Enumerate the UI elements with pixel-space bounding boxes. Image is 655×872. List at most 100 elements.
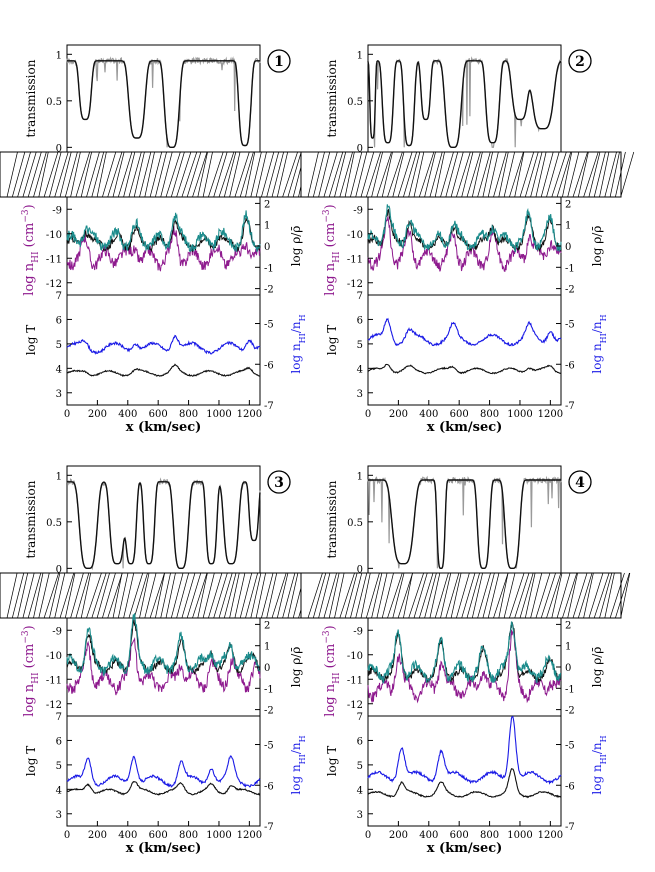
strip-line [276, 151, 289, 198]
temperature-frame [66, 294, 261, 406]
temperature-right-tick-label: -7 [264, 822, 274, 833]
temperature-left-tick-label: 5 [357, 340, 363, 351]
panel-number-circle [267, 49, 291, 73]
strip-line [276, 572, 289, 619]
x-tick-label: 200 [88, 830, 107, 841]
velocity-mapping-strip [0, 572, 330, 619]
strip-line [197, 572, 208, 619]
temperature-right-tick-label: -6 [264, 360, 274, 371]
density-right-tick-label: -1 [264, 684, 274, 695]
strip-line [282, 151, 298, 198]
strip-line [91, 151, 105, 198]
panel-4: 0 0.5 1 transmission 4 -9 -10 -11 -12 2 1 0 -1 -2 log … [300, 465, 631, 856]
ion-fraction-axis-label: log nHI/nH [590, 314, 608, 373]
log-rho-axis-label: log ρ/ρ̄ [590, 647, 604, 688]
x-tick-label: 400 [118, 830, 137, 841]
x-tick-label: 1000 [507, 409, 532, 420]
strip-line [424, 151, 436, 198]
temperature-left-tick-label: 6 [56, 315, 62, 326]
strip-line [339, 572, 355, 619]
strip-line [392, 572, 405, 619]
strip-line [572, 151, 588, 198]
strip-line [245, 572, 258, 619]
strip-line [572, 572, 588, 619]
strip-line [22, 151, 37, 198]
x-tick-label: 200 [389, 409, 408, 420]
x-tick-label: 0 [365, 830, 371, 841]
strip-line [509, 151, 524, 198]
velocity-mapping-strip [300, 572, 631, 619]
panel-2: 0 0.5 1 transmission 2 -9 -10 -11 -12 2 1 0 -1 -2 log … [300, 44, 635, 435]
temperature-right-tick-label: -5 [565, 741, 575, 752]
strip-line [250, 572, 262, 619]
strip-line [445, 572, 460, 619]
strip-line [80, 572, 92, 619]
strip-line [312, 151, 325, 198]
temperature-right-tick-label: -7 [565, 401, 575, 412]
strip-line [328, 572, 340, 619]
strip-line [376, 572, 388, 619]
strip-line [149, 151, 163, 198]
strip-line [487, 572, 500, 619]
transmission-simulated-line [368, 479, 561, 569]
density-left-tick-label: -9 [52, 626, 62, 637]
strip-line [192, 151, 208, 198]
temperature-left-tick-label: 5 [56, 761, 62, 772]
strip-line [49, 151, 62, 198]
temperature-right-tick-label: -5 [565, 320, 575, 331]
transmission-simulated-line [67, 481, 261, 569]
strip-line [86, 572, 102, 619]
transmission-axis-label: transmission [325, 480, 339, 558]
n-hi-line [367, 216, 562, 272]
strip-line [599, 572, 613, 619]
strip-line [139, 572, 150, 619]
strip-line [519, 572, 534, 619]
strip-line [471, 572, 483, 619]
strip-line [261, 572, 274, 619]
log-t-axis-label: log T [325, 746, 339, 777]
strip-line [139, 151, 152, 198]
density-left-tick-label: -12 [46, 700, 62, 711]
temperature-left-tick-label: 4 [357, 364, 363, 375]
strip-line [450, 151, 464, 198]
x-tick-label: 1000 [206, 830, 231, 841]
strip-line [202, 151, 213, 198]
strip-line [424, 572, 437, 619]
temperature-left-tick-label: 4 [56, 785, 62, 796]
strip-line [593, 151, 606, 198]
strip-line [107, 572, 123, 619]
panel-number-label: 3 [274, 475, 284, 491]
strip-line [218, 572, 233, 619]
panel-number-circle [568, 470, 592, 494]
overdensity-line [66, 210, 261, 253]
strip-line [487, 151, 499, 198]
x-tick-label: 400 [419, 830, 438, 841]
strip-line [323, 151, 338, 198]
strip-line [397, 151, 413, 198]
strip-line [381, 572, 394, 619]
strip-line [312, 572, 327, 619]
strip-line [482, 151, 493, 198]
transmission-tick-label: 0 [56, 564, 62, 575]
ion-fraction-axis-label: log nHI/nH [289, 735, 307, 794]
x-tick-label: 800 [179, 409, 198, 420]
x-tick-label: 800 [480, 830, 499, 841]
strip-line [503, 572, 516, 619]
log-rho-axis-label: log ρ/ρ̄ [289, 226, 303, 267]
strip-line [535, 572, 551, 619]
strip-line [239, 151, 254, 198]
temperature-right-tick-label: -7 [565, 822, 575, 833]
log-t-axis-label: log T [24, 746, 38, 777]
overdensity-line [367, 204, 562, 253]
strip-line [514, 151, 525, 198]
transmission-tick-label: 1 [56, 471, 62, 482]
x-tick-label: 800 [179, 830, 198, 841]
x-tick-label: 1200 [538, 830, 563, 841]
strip-line [376, 151, 392, 198]
density-right-tick-label: 1 [565, 642, 571, 653]
transmission-simulated-line [367, 60, 562, 148]
transmission-subplot: 0 0.5 1 transmission 4 [325, 465, 592, 575]
ion-fraction-axis-label: log nHI/nH [289, 314, 307, 373]
temperature-left-tick-label: 6 [56, 736, 62, 747]
